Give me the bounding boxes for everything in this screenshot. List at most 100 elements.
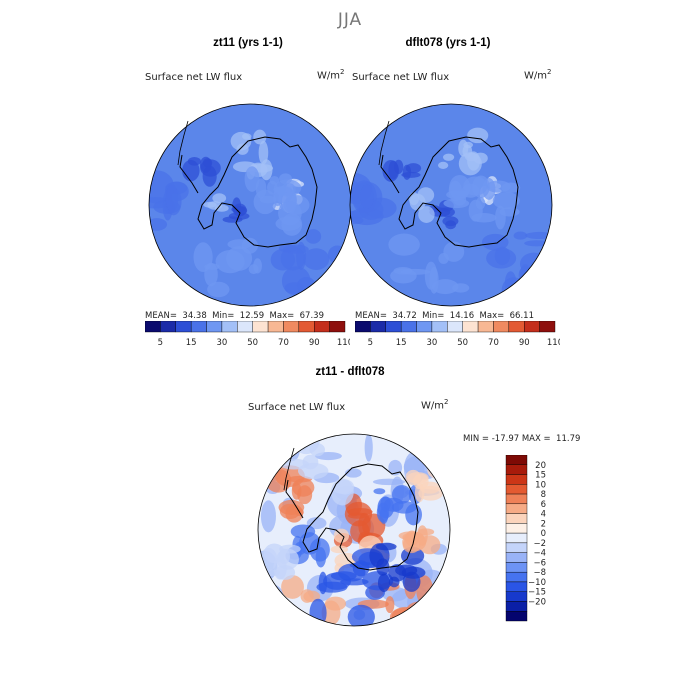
field-patch xyxy=(445,220,457,230)
colorbar-tick-label: −4 xyxy=(533,549,546,559)
diff-panel-title: zt11 - dflt078 xyxy=(315,366,385,378)
colorbar-swatch xyxy=(505,503,528,514)
colorbar-swatch xyxy=(447,321,463,333)
field-patch xyxy=(212,193,227,203)
colorbar-swatch xyxy=(505,601,528,612)
colorbar-swatch xyxy=(505,484,528,495)
field-patch xyxy=(481,233,509,251)
field-patch xyxy=(471,212,497,223)
field-patch xyxy=(417,187,435,203)
variable-label-right: Surface net LW flux xyxy=(352,72,450,83)
colorbar-tick-label: 5 xyxy=(158,338,163,348)
field-patch xyxy=(418,206,435,223)
field-patch xyxy=(298,631,315,636)
colorbar-swatch xyxy=(385,321,402,333)
field-patch xyxy=(360,184,374,210)
field-patch xyxy=(234,205,248,216)
colorbar-swatch xyxy=(267,321,284,333)
panel-title-zt11: zt11 (yrs 1-1) xyxy=(213,37,283,49)
field-patch xyxy=(281,266,311,296)
field-patch xyxy=(274,565,296,580)
colorbar-swatch xyxy=(160,321,176,333)
colorbar-tick-label: 30 xyxy=(427,338,438,348)
colorbar-tick-label: 70 xyxy=(488,338,499,348)
field-patch xyxy=(403,606,422,625)
field-patch xyxy=(422,437,435,452)
field-patch xyxy=(376,502,390,523)
colorbar-swatch xyxy=(221,321,238,333)
field-patch xyxy=(375,542,397,551)
field-patch xyxy=(309,598,327,626)
field-patch xyxy=(458,139,469,157)
field-patch xyxy=(260,500,276,533)
colorbar-zt11: 51530507090110130 xyxy=(145,321,350,348)
colorbar-swatch xyxy=(505,552,528,563)
south-america-tip xyxy=(177,120,189,166)
colorbar-tick-label: 110 xyxy=(547,338,560,348)
field-patch xyxy=(248,264,259,275)
colorbar-tick-label: 5 xyxy=(368,338,373,348)
colorbar-tick-label: 4 xyxy=(541,510,546,520)
polar-map-diff xyxy=(257,433,451,636)
field-patch xyxy=(377,573,390,593)
field-patch xyxy=(280,246,306,271)
field-patch xyxy=(427,462,449,479)
colorbar-swatch xyxy=(505,493,528,505)
field-patch xyxy=(395,564,418,577)
units-label-right: W/m2 xyxy=(524,68,552,82)
field-patch xyxy=(215,249,245,274)
colorbar-tick-label: 50 xyxy=(247,338,258,348)
colorbar-tick-label: 50 xyxy=(457,338,468,348)
colorbar-swatch xyxy=(505,581,528,592)
colorbar-swatch xyxy=(505,542,528,553)
antarctic-peninsula xyxy=(179,154,199,194)
field-patch xyxy=(405,469,421,486)
colorbar-tick-label: 15 xyxy=(535,471,546,481)
field-patch xyxy=(344,501,373,527)
field-patch xyxy=(303,248,330,270)
field-patch xyxy=(465,152,479,162)
variable-label-left: Surface net LW flux xyxy=(145,72,243,83)
colorbar-swatch xyxy=(370,321,386,333)
colorbar-swatch xyxy=(252,321,269,333)
colorbar-tick-label: 15 xyxy=(396,338,407,348)
colorbar-tick-label: −2 xyxy=(533,539,546,549)
field-patch xyxy=(398,531,424,541)
colorbar-tick-label: 0 xyxy=(541,529,546,539)
diff-min-max: MIN = -17.97 MAX = 11.79 xyxy=(463,434,581,444)
field-patch xyxy=(187,157,201,166)
field-patch xyxy=(492,192,520,210)
field-patch xyxy=(281,575,304,599)
field-patch xyxy=(373,488,386,495)
field-patch xyxy=(443,241,465,262)
south-america-tip xyxy=(378,120,390,166)
field-patch xyxy=(524,240,550,247)
field-patch xyxy=(495,205,506,230)
field-patch xyxy=(372,478,406,486)
field-patch xyxy=(524,279,544,305)
field-patch xyxy=(391,606,419,626)
field-patch xyxy=(467,127,489,144)
colorbar-tick-label: −8 xyxy=(533,568,546,578)
antarctica-coastline xyxy=(197,136,318,248)
field-patch xyxy=(442,153,455,161)
field-patch xyxy=(388,576,400,588)
antarctica-coastline xyxy=(302,463,419,571)
colorbar-swatch xyxy=(505,523,528,534)
field-patch xyxy=(222,216,243,223)
field-patch xyxy=(207,281,230,298)
colorbar-tick-label: 2 xyxy=(541,519,546,529)
colorbar-tick-label: −20 xyxy=(528,597,546,607)
field-patch xyxy=(417,525,428,546)
colorbar-swatch xyxy=(505,455,528,465)
stats-dflt078: MEAN= 34.72 Min= 14.16 Max= 66.11 xyxy=(355,311,534,321)
field-patch xyxy=(513,231,528,240)
colorbar-swatch xyxy=(539,321,556,333)
field-patch xyxy=(330,478,354,506)
field-patch xyxy=(273,186,292,194)
field-patch xyxy=(388,160,399,180)
colorbar-swatch xyxy=(400,321,417,333)
panel-title-dflt078: dflt078 (yrs 1-1) xyxy=(405,37,491,49)
field-patch xyxy=(253,129,267,145)
colorbar-swatch xyxy=(329,321,346,333)
